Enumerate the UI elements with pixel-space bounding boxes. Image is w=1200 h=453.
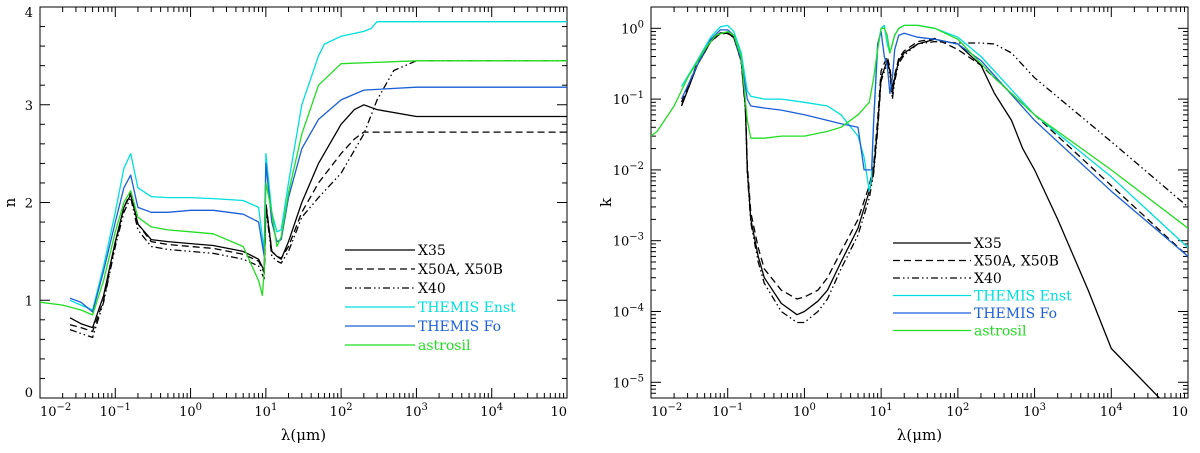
series-line-x50a-x50b bbox=[680, 32, 1188, 300]
x-tick-label: 102 bbox=[946, 402, 969, 420]
x-tick-label: 10−2 bbox=[40, 402, 71, 420]
series-line-astrosil bbox=[651, 24, 1188, 229]
x-axis-label: λ(μm) bbox=[281, 426, 326, 444]
y-tick-label: 10−5 bbox=[613, 373, 644, 391]
legend-label: X35 bbox=[418, 243, 446, 259]
legend-label: astrosil bbox=[974, 324, 1027, 340]
x-tick-label: 104 bbox=[1100, 402, 1123, 420]
series-line-x40 bbox=[69, 60, 567, 339]
plot-frame bbox=[39, 6, 568, 399]
x-tick-label: 103 bbox=[405, 402, 428, 420]
x-tick-label: 104 bbox=[480, 402, 503, 420]
x-tick-label: 101 bbox=[254, 402, 277, 420]
y-axis-label: k bbox=[597, 197, 615, 207]
x-tick-label: 103 bbox=[1023, 402, 1046, 420]
y-tick-label: 0 bbox=[25, 386, 33, 401]
legend-label: astrosil bbox=[418, 338, 471, 354]
series-line-astrosil bbox=[40, 60, 567, 316]
x-tick-label: 10 bbox=[550, 405, 567, 420]
y-tick-label: 2 bbox=[25, 197, 33, 212]
x-tick-label: 100 bbox=[179, 402, 202, 420]
series-line-themis-fo bbox=[680, 29, 1188, 257]
legend-label: X40 bbox=[974, 271, 1002, 287]
y-tick-label: 100 bbox=[621, 19, 644, 37]
x-tick-label: 10−2 bbox=[651, 402, 682, 420]
y-tick-label: 4 bbox=[25, 6, 33, 21]
series-lines bbox=[651, 24, 1188, 398]
series-line-x35 bbox=[69, 104, 567, 329]
x-tick-label: 10 bbox=[1171, 405, 1188, 420]
chart-k-panel: 10−2 10−1 100 101 102 103 104 10 10−5 10−4 10−3 10−… bbox=[597, 6, 1189, 444]
legend-label: THEMIS Enst bbox=[418, 300, 516, 316]
x-tick-label: 102 bbox=[330, 402, 353, 420]
series-lines bbox=[40, 21, 567, 339]
y-tick-label: 10−4 bbox=[613, 302, 644, 320]
plot-frame bbox=[650, 6, 1189, 399]
series-line-x35 bbox=[680, 32, 1161, 398]
legend: X35 X50A, X50B X40 THEMIS Enst THEMIS Fo astr… bbox=[345, 243, 516, 354]
y-axis-label: n bbox=[1, 197, 19, 207]
legend-label: X50A, X50B bbox=[974, 254, 1059, 270]
x-axis-label: λ(μm) bbox=[897, 426, 942, 444]
y-tick-label: 1 bbox=[25, 294, 33, 309]
legend-label: X40 bbox=[418, 281, 446, 297]
y-tick-label: 10−2 bbox=[613, 161, 644, 179]
chart-n-panel: 10−2 10−1 100 101 102 103 104 1001234λ(μm)nX35X… bbox=[1, 6, 568, 444]
legend-label: THEMIS Fo bbox=[974, 306, 1057, 322]
y-tick-label: 3 bbox=[25, 99, 33, 114]
legend-label: X35 bbox=[974, 236, 1002, 252]
legend-label: X50A, X50B bbox=[418, 262, 503, 278]
series-line-themis-enst bbox=[680, 24, 1188, 249]
x-tick-label: 10−1 bbox=[712, 402, 743, 420]
y-tick-label: 10−3 bbox=[613, 232, 644, 250]
x-tick-label: 100 bbox=[793, 402, 816, 420]
x-tick-label: 10−1 bbox=[100, 402, 131, 420]
legend-label: THEMIS Fo bbox=[418, 319, 501, 335]
x-tick-label: 101 bbox=[870, 402, 893, 420]
y-tick-label: 10−1 bbox=[613, 90, 644, 108]
series-line-themis-fo bbox=[69, 86, 567, 313]
legend-label: THEMIS Enst bbox=[974, 289, 1072, 305]
